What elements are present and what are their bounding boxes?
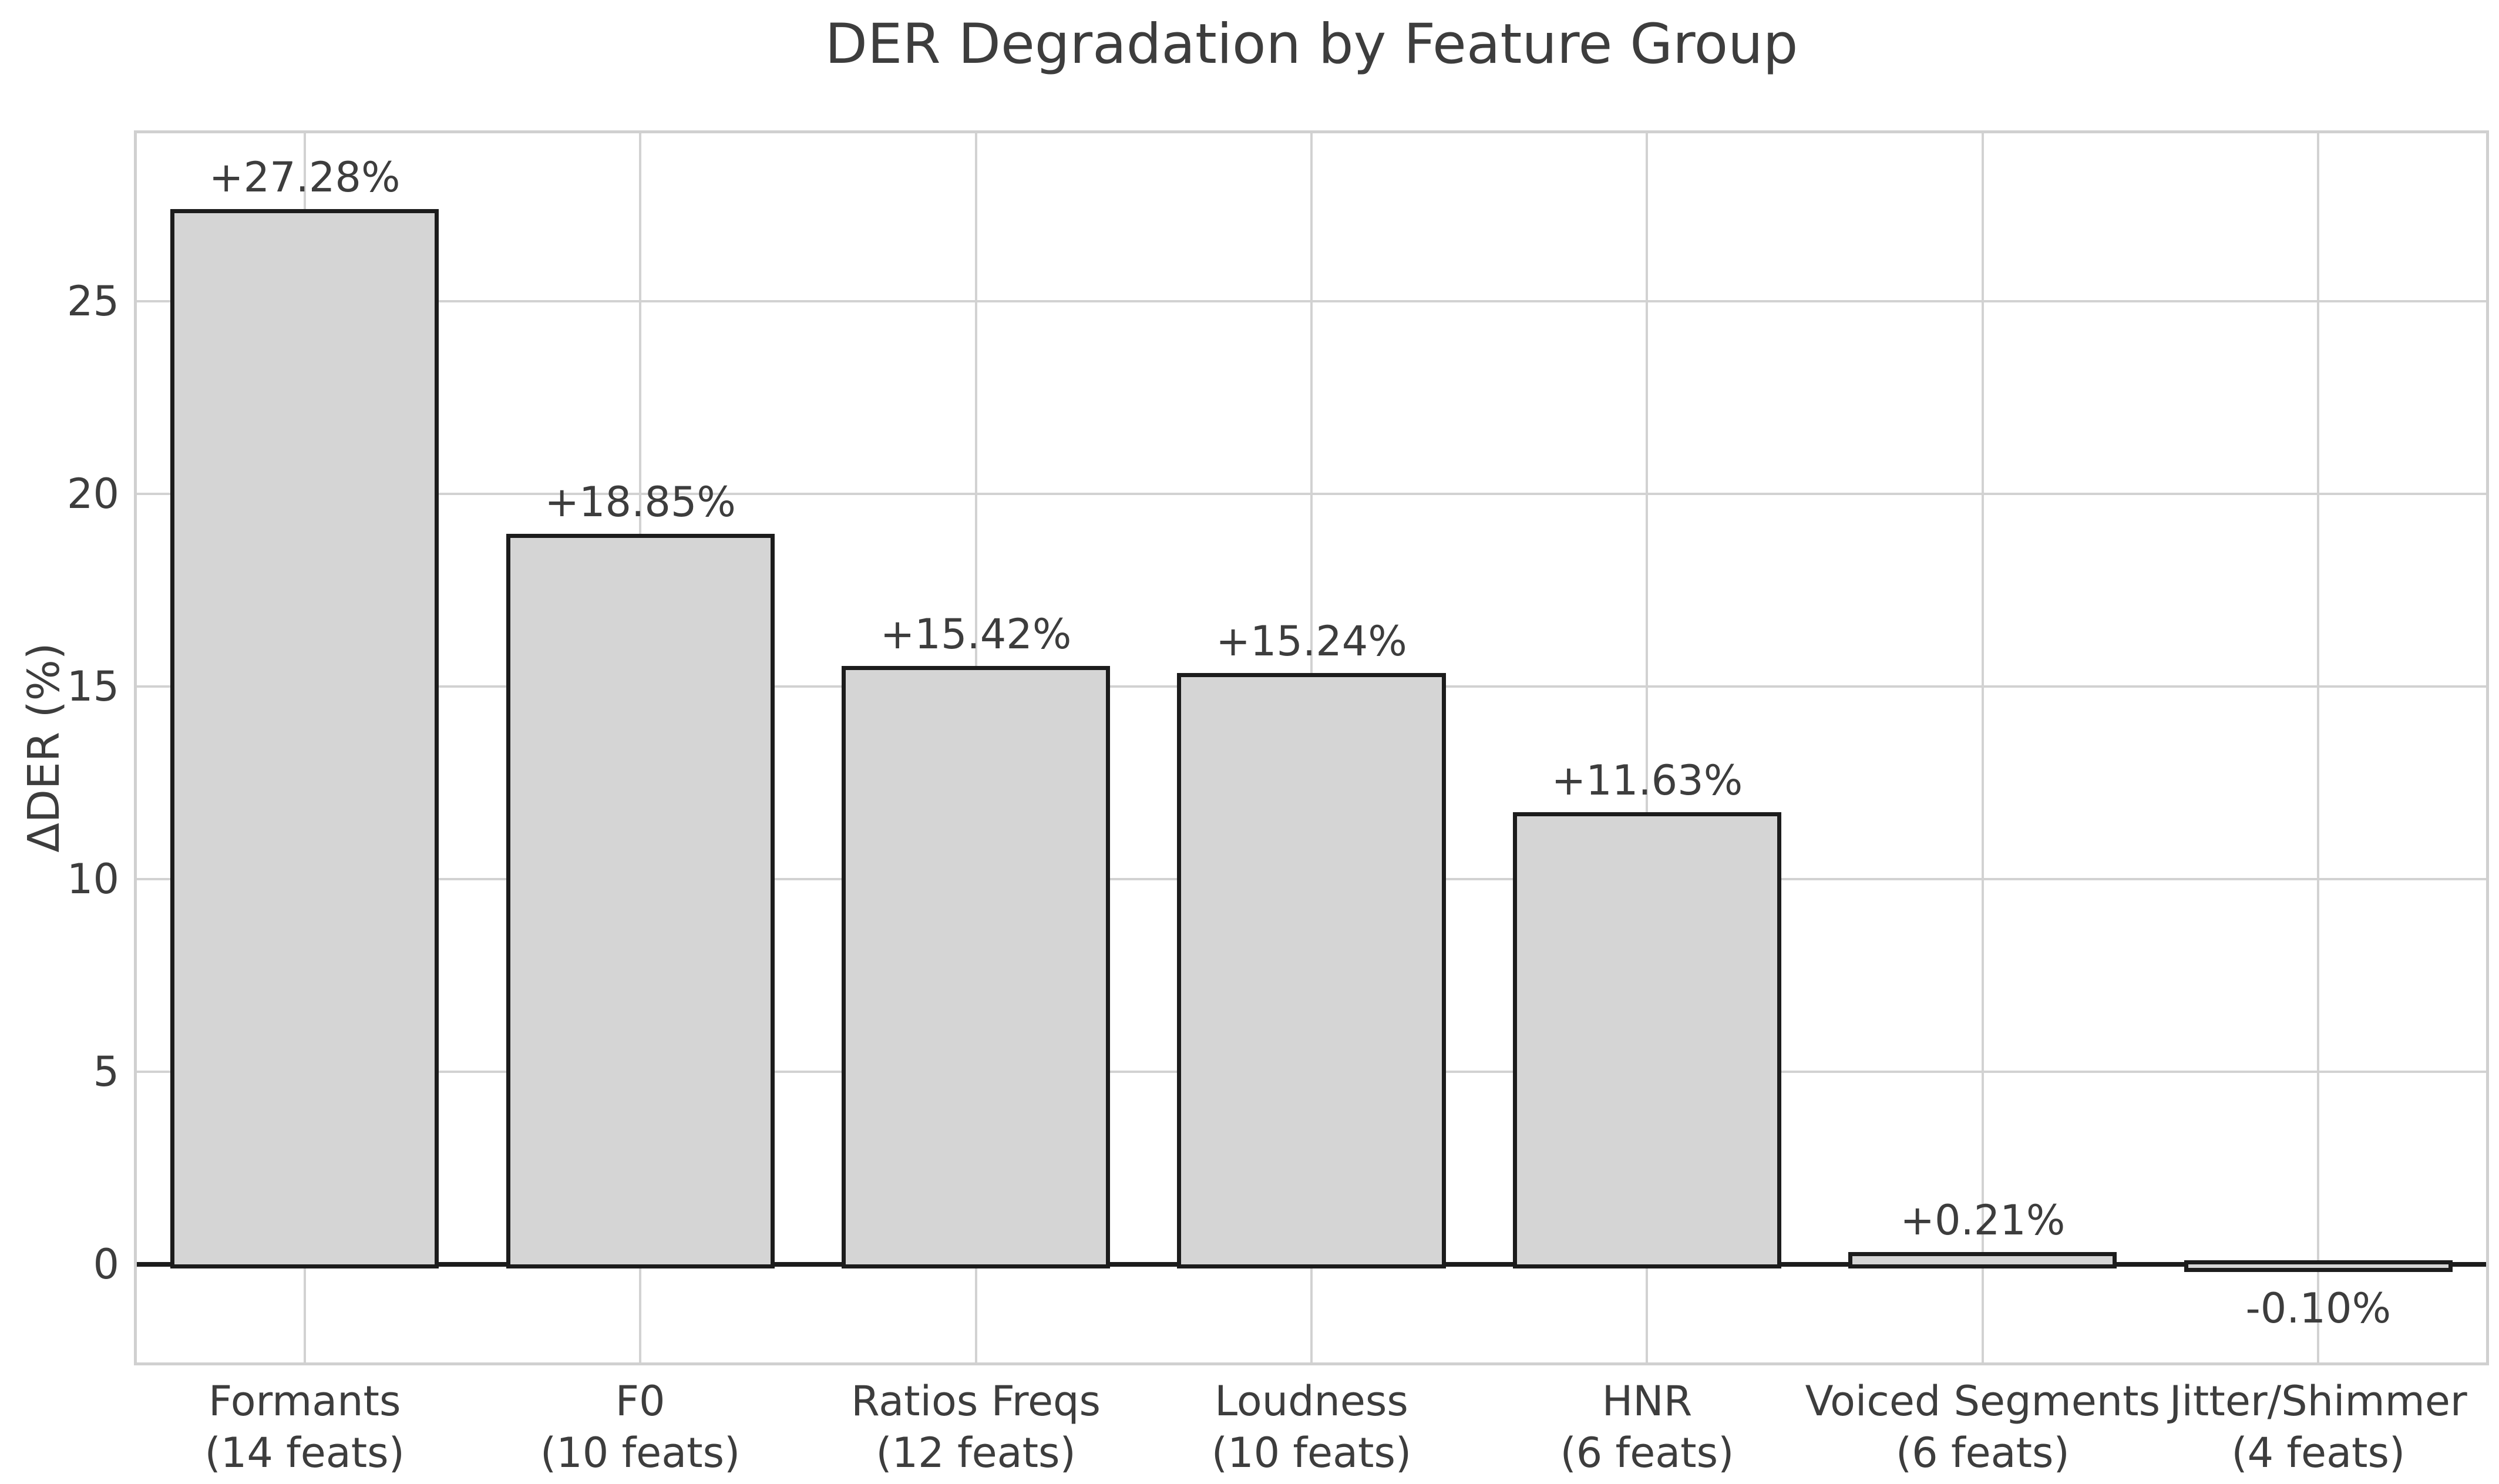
bar-value-label: +15.42% (880, 610, 1072, 659)
y-tick-label: 20 (66, 469, 119, 518)
x-tick-label: Jitter/Shimmer (4 feats) (2095, 1375, 2499, 1479)
x-tick-label: Formants (14 feats) (82, 1375, 528, 1479)
x-tick-sublabel: (6 feats) (1895, 1429, 2070, 1477)
x-tick-label: Ratios Freqs (12 feats) (753, 1375, 1199, 1479)
bar-value-label: +11.63% (1551, 756, 1743, 805)
x-tick-sublabel: (12 feats) (876, 1429, 1076, 1477)
bar-value-label: -0.10% (2245, 1284, 2392, 1333)
x-tick-label: Loudness (10 feats) (1088, 1375, 1535, 1479)
bar (842, 666, 1111, 1268)
x-tick-sublabel: (6 feats) (1560, 1429, 1734, 1477)
bar (1177, 673, 1446, 1268)
bar (1848, 1251, 2117, 1268)
x-tick-label-name: HNR (1602, 1377, 1693, 1425)
x-tick-sublabel: (4 feats) (2231, 1429, 2406, 1477)
y-tick-label: 5 (93, 1047, 119, 1096)
bar-value-label: +27.28% (208, 153, 401, 202)
x-tick-label-name: Loudness (1215, 1377, 1408, 1425)
bar (2184, 1260, 2453, 1273)
y-tick-label: 25 (66, 277, 119, 325)
y-tick-label: 0 (93, 1240, 119, 1288)
plot-area (137, 133, 2486, 1362)
bar-value-label: +18.85% (544, 478, 736, 527)
bar (1512, 812, 1781, 1268)
x-tick-label-name: Voiced Segments (1805, 1377, 2161, 1425)
bar (506, 534, 775, 1268)
gridline-vertical (1646, 133, 1649, 1362)
x-tick-label-name: Formants (208, 1377, 401, 1425)
gridline-vertical (1981, 133, 1984, 1362)
chart-title: DER Degradation by Feature Group (825, 12, 1798, 76)
x-tick-label: F0 (10 feats) (417, 1375, 863, 1479)
y-tick-label: 10 (66, 854, 119, 903)
x-tick-label-name: F0 (615, 1377, 665, 1425)
bar (170, 209, 439, 1268)
bar-value-label: +0.21% (1900, 1196, 2066, 1244)
x-tick-sublabel: (14 feats) (204, 1429, 405, 1477)
x-tick-sublabel: (10 feats) (540, 1429, 741, 1477)
x-tick-label-name: Jitter/Shimmer (2169, 1377, 2467, 1425)
x-tick-sublabel: (10 feats) (1211, 1429, 1412, 1477)
bar-value-label: +15.24% (1216, 617, 1407, 666)
x-tick-label-name: Ratios Freqs (851, 1377, 1101, 1425)
x-tick-label: Voiced Segments (6 feats) (1760, 1375, 2206, 1479)
gridline-vertical (2317, 133, 2320, 1362)
x-tick-label: HNR (6 feats) (1424, 1375, 1870, 1479)
y-tick-label: 15 (66, 662, 119, 711)
